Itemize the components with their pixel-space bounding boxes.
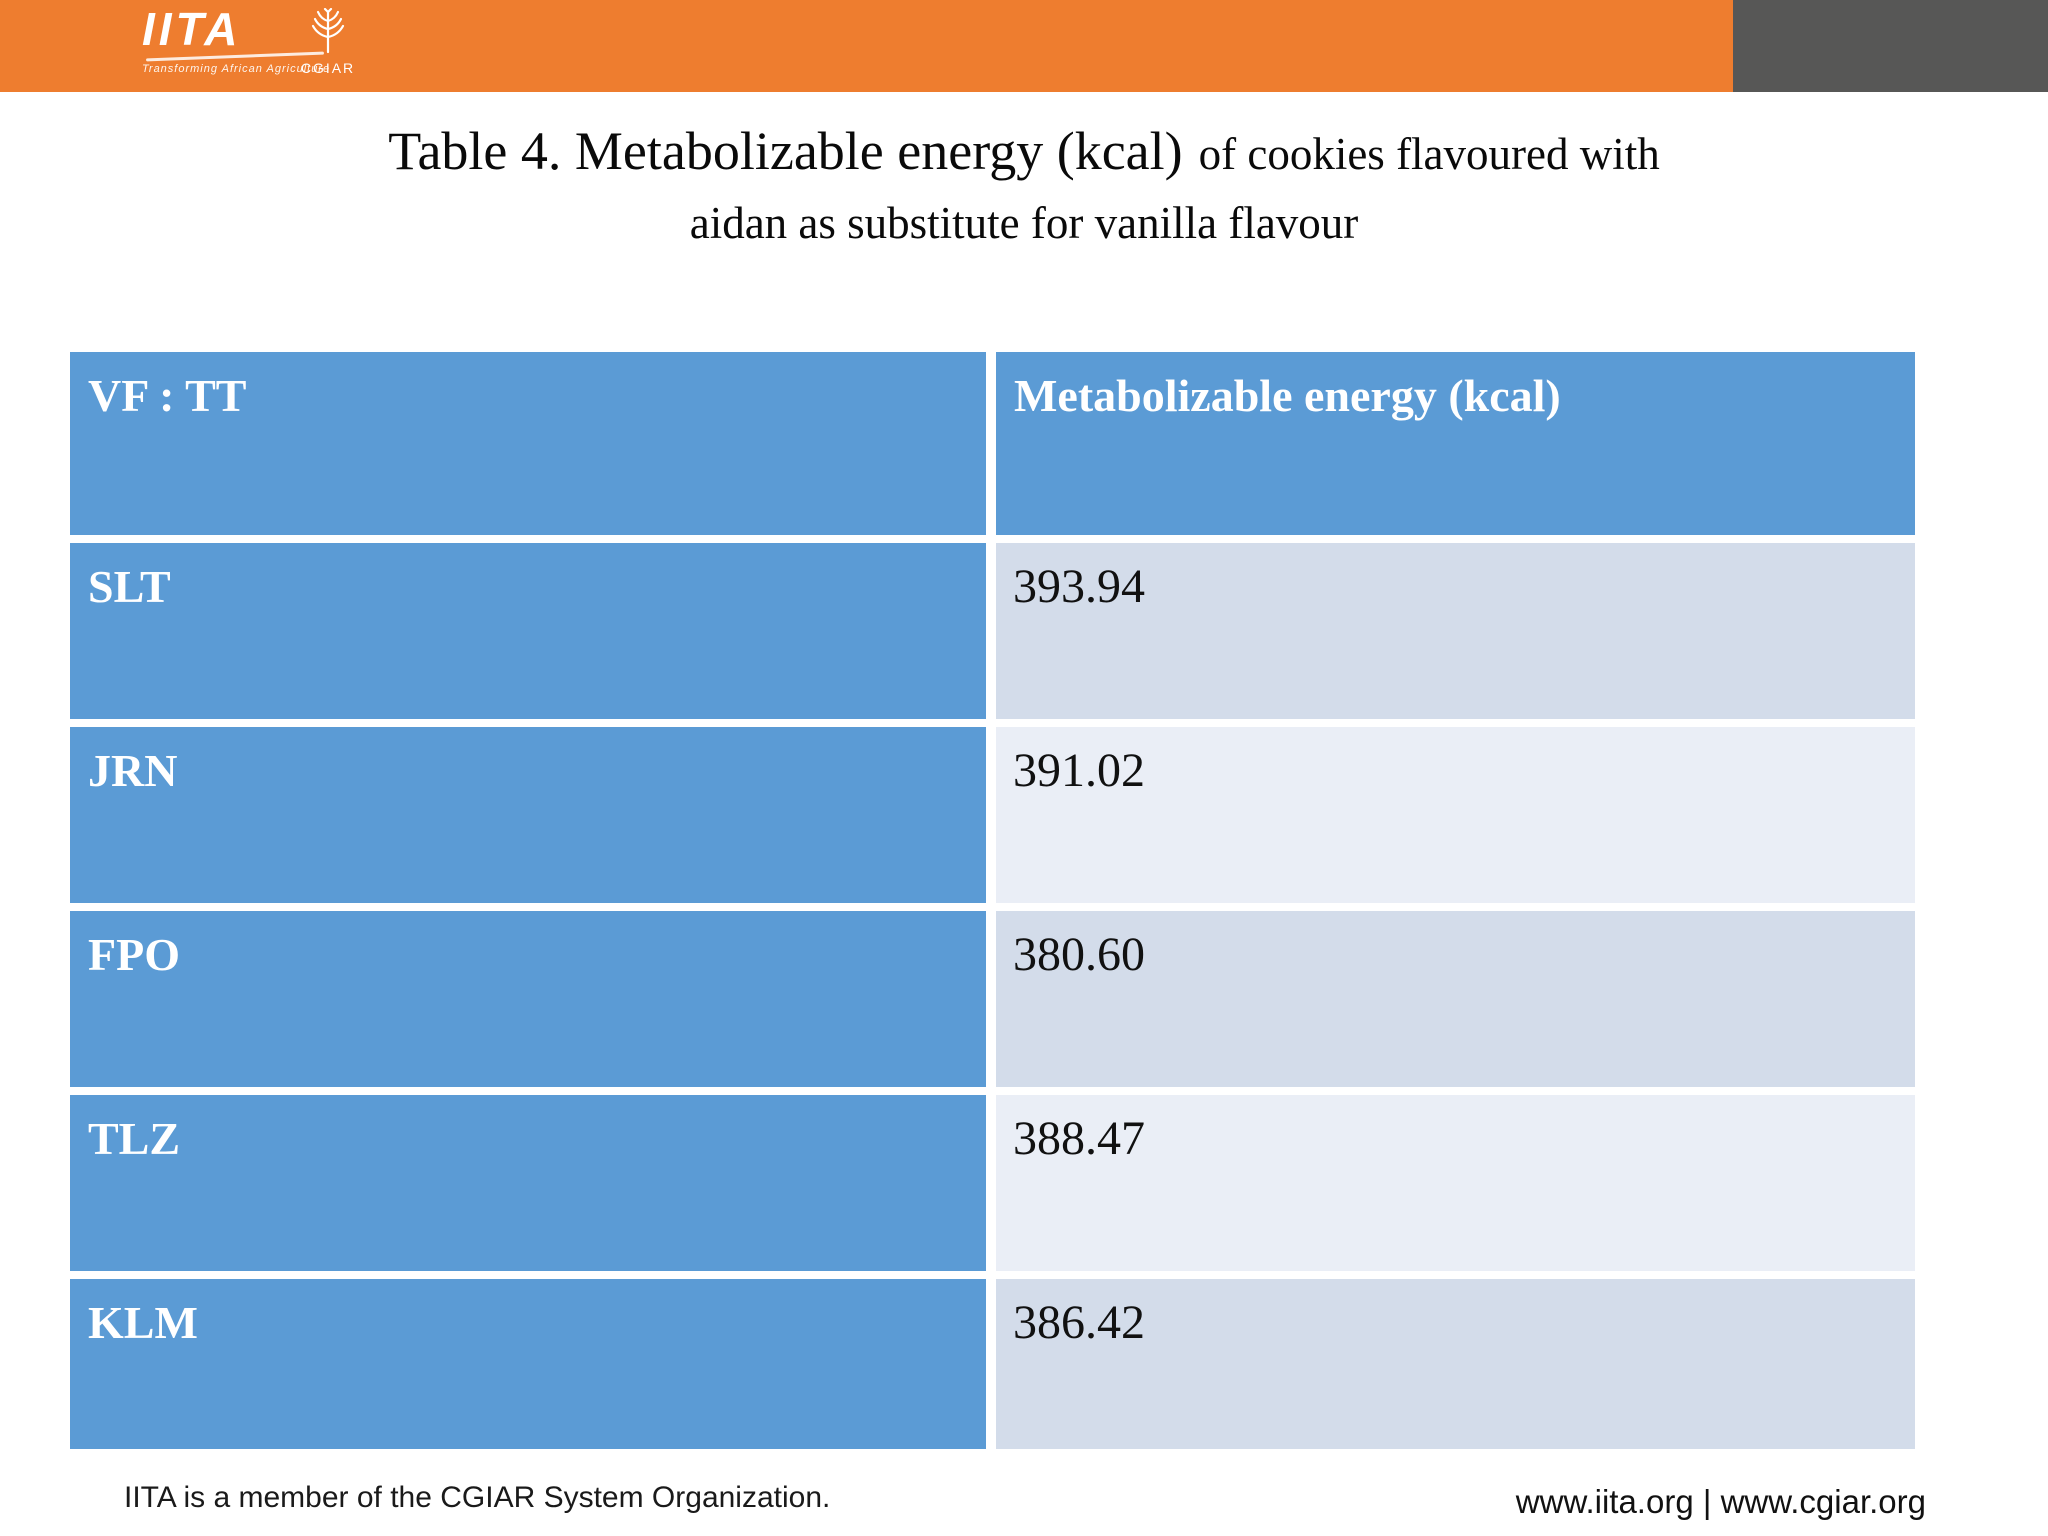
iita-logo: IITA Transforming African Agriculture <box>142 6 330 75</box>
row-value-cell: 388.47 <box>996 1095 1915 1271</box>
header-bar: IITA Transforming African Agriculture <box>0 0 2048 92</box>
cgiar-logo-label: CGIAR <box>300 60 356 76</box>
table-row: SLT 393.94 <box>70 543 1915 719</box>
row-value-cell: 386.42 <box>996 1279 1915 1449</box>
corner-block <box>1733 0 2048 92</box>
table-header-row: VF : TT Metabolizable energy (kcal) <box>70 352 1915 535</box>
title-line-2: aidan as substitute for vanilla flavour <box>689 198 1359 249</box>
cgiar-logo: CGIAR <box>292 7 364 76</box>
row-label-cell: TLZ <box>70 1095 986 1271</box>
row-label-cell: KLM <box>70 1279 986 1449</box>
slide-title: Table 4. Metabolizable energy (kcal) of … <box>0 116 2048 253</box>
table-row: JRN 391.02 <box>70 727 1915 903</box>
data-table: VF : TT Metabolizable energy (kcal) SLT … <box>70 352 1915 1449</box>
row-value-cell: 391.02 <box>996 727 1915 903</box>
row-label-cell: JRN <box>70 727 986 903</box>
footer-membership-text: IITA is a member of the CGIAR System Org… <box>124 1481 831 1514</box>
table-row: TLZ 388.47 <box>70 1095 1915 1271</box>
column-header-vf-tt: VF : TT <box>70 352 986 535</box>
table-body: SLT 393.94 JRN 391.02 FPO 380.60 TLZ 388… <box>70 543 1915 1449</box>
iita-logo-text: IITA <box>142 3 242 55</box>
row-label-cell: SLT <box>70 543 986 719</box>
table-row: KLM 386.42 <box>70 1279 1915 1449</box>
title-main: Table 4. Metabolizable energy (kcal) <box>388 121 1183 181</box>
iita-logo-tagline: Transforming African Agriculture <box>142 63 331 75</box>
wheat-icon <box>308 7 348 58</box>
column-header-metabolizable-energy: Metabolizable energy (kcal) <box>996 352 1915 535</box>
row-label-cell: FPO <box>70 911 986 1087</box>
title-line-1: Table 4. Metabolizable energy (kcal) of … <box>0 116 2048 186</box>
title-sub: of cookies flavoured with <box>1198 129 1660 179</box>
table-row: FPO 380.60 <box>70 911 1915 1087</box>
row-value-cell: 380.60 <box>996 911 1915 1087</box>
footer-urls: www.iita.org | www.cgiar.org <box>1515 1483 1926 1520</box>
row-value-cell: 393.94 <box>996 543 1915 719</box>
